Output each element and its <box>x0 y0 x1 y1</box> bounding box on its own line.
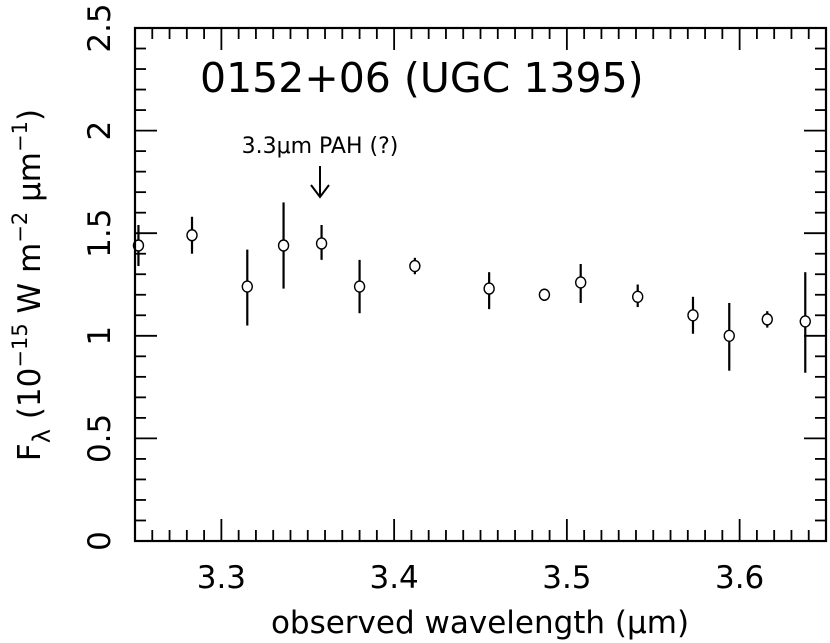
data-point <box>277 239 290 252</box>
axis-ticks <box>134 27 827 542</box>
data-point <box>574 276 587 289</box>
tick-labels: 3.3 3.4 3.5 3.6 0 0.5 1 1.5 2 2.5 <box>82 3 764 596</box>
data-point <box>632 290 644 304</box>
y-tick-label: 1.5 <box>82 209 118 258</box>
y-label-unit: μm <box>12 152 48 212</box>
pah-annotation: 3.3μm PAH (?) <box>242 134 399 159</box>
data-point <box>409 259 421 273</box>
data-point <box>687 309 699 322</box>
x-axis-label: observed wavelength (μm) <box>271 605 689 641</box>
y-label-exp1: −15 <box>8 323 32 367</box>
plot-frame <box>133 26 828 543</box>
pah-arrow-head <box>310 184 330 199</box>
chart-title: 0152+06 (UGC 1395) <box>200 54 644 102</box>
x-tick-label: 3.4 <box>369 560 418 596</box>
data-point <box>186 229 198 242</box>
y-tick-label: 2 <box>82 121 118 141</box>
data-point <box>353 280 366 293</box>
data-point <box>799 315 811 328</box>
y-label-symbol: F <box>12 443 48 461</box>
y-label-exp2: −2 <box>8 212 32 243</box>
data-point <box>132 239 145 252</box>
data-point <box>761 313 773 326</box>
y-axis-label: Fλ (10−15 W m−2 μm−1) <box>8 109 56 461</box>
y-tick-label: 2.5 <box>82 3 118 52</box>
data-point <box>315 237 328 250</box>
data-point <box>483 282 495 295</box>
data-point <box>241 280 253 293</box>
x-tick-label: 3.5 <box>542 560 591 596</box>
x-tick-label: 3.6 <box>715 560 764 596</box>
pah-arrow <box>310 166 330 199</box>
y-label-subscript: λ <box>28 429 56 443</box>
data-series <box>132 202 811 373</box>
y-label-exp3: −1 <box>8 121 32 152</box>
y-label-mid: W m <box>12 243 48 324</box>
y-tick-label: 0.5 <box>82 414 118 463</box>
x-tick-label: 3.3 <box>197 560 246 596</box>
data-point <box>538 288 551 301</box>
y-label-open: (10 <box>12 368 48 429</box>
y-tick-label: 0 <box>82 531 118 551</box>
y-label-close: ) <box>12 109 48 121</box>
data-point <box>723 329 735 342</box>
y-tick-label: 1 <box>82 326 118 346</box>
